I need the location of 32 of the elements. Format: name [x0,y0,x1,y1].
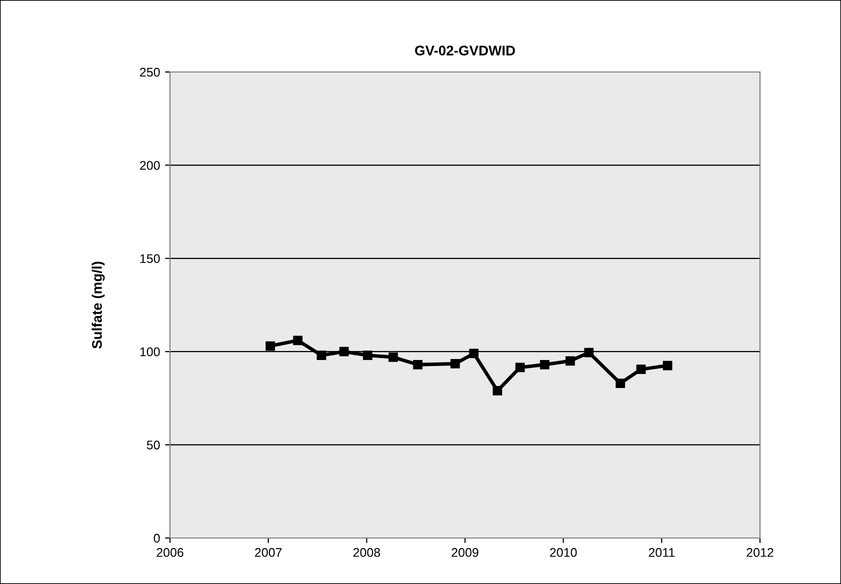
y-tick-label: 200 [140,161,160,170]
x-tick-label: 2010 [550,548,577,557]
y-tick-label: 150 [140,254,160,264]
point [469,348,479,358]
point [266,341,275,351]
x-tick-label: 2012 [746,548,774,557]
point [339,346,349,356]
x-tick-label: 2006 [156,548,184,557]
point [316,350,326,360]
y-axis-title: Sulfate (mg/l) [92,262,105,349]
point [616,378,626,388]
point [584,348,594,358]
chart-title: GV-02-GVDWID [415,46,515,56]
point [293,336,303,346]
point [492,386,502,396]
y-tick-label: 50 [146,440,160,450]
point [636,364,646,374]
x-tick-label: 2011 [648,548,674,557]
point [450,359,460,368]
point [662,360,672,370]
point [362,350,372,360]
point [413,360,422,370]
x-tick-label: 2009 [452,548,478,557]
y-tick-label: 0 [154,534,160,543]
point [540,360,550,370]
point [566,356,575,366]
y-tick-label: 250 [140,68,160,77]
y-tick-label: 100 [140,347,160,356]
x-tick-label: 2008 [353,548,380,557]
point [515,362,525,372]
point [388,352,398,362]
x-tick-label: 2007 [255,548,282,557]
